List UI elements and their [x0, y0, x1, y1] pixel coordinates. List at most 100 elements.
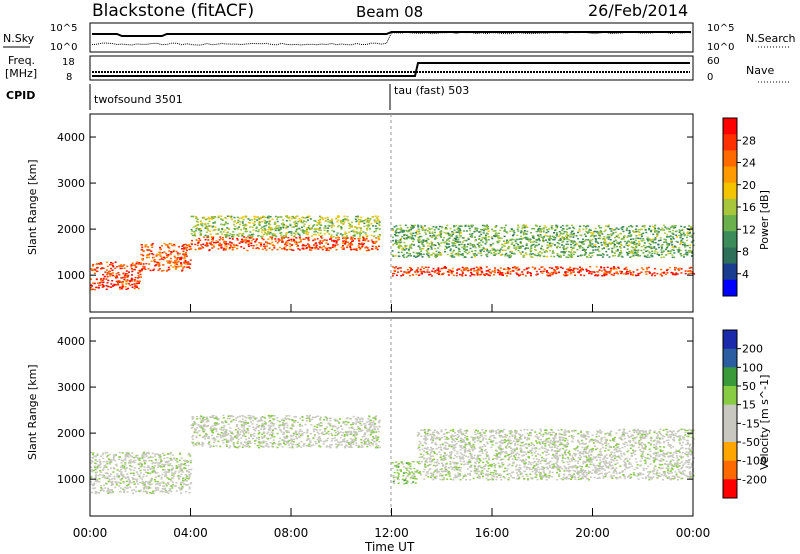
power-cell: [326, 248, 329, 251]
power-cell: [446, 239, 449, 241]
velocity-cell: [261, 426, 264, 428]
power-cell: [480, 239, 483, 242]
velocity-cell: [241, 446, 244, 448]
velocity-cell: [361, 418, 364, 420]
power-cell: [167, 254, 170, 256]
power-cell: [669, 235, 672, 237]
power-cell: [671, 249, 674, 251]
power-cell: [394, 255, 397, 257]
power-cell: [461, 237, 464, 239]
power-cell: [411, 234, 414, 237]
power-cell: [501, 273, 503, 275]
power-cell: [476, 273, 479, 275]
power-cell: [125, 288, 128, 290]
power-cell: [581, 254, 584, 257]
velocity-cell: [300, 434, 302, 437]
power-cell: [298, 241, 301, 243]
velocity-data-layer: [90, 414, 695, 495]
power-cell: [506, 275, 509, 277]
power-cell: [497, 249, 499, 251]
power-cell: [529, 272, 532, 274]
power-cell: [559, 246, 561, 249]
velocity-cell: [134, 459, 137, 462]
velocity-cell: [176, 466, 179, 468]
power-cell: [220, 247, 223, 249]
power-ytick-label-1: 2000: [57, 223, 85, 236]
power-cell: [433, 235, 435, 238]
velocity-cell: [149, 487, 152, 489]
velocity-cell: [292, 432, 295, 435]
velocity-cell: [138, 459, 141, 461]
power-cell: [618, 254, 621, 256]
power-cell: [368, 219, 371, 222]
power-cell: [93, 282, 96, 285]
power-cell: [207, 222, 210, 225]
power-cell: [220, 218, 223, 220]
power-cell: [601, 248, 604, 250]
power-cell: [522, 231, 525, 233]
power-cell: [689, 226, 692, 228]
power-cell: [669, 266, 671, 269]
power-cell: [303, 238, 306, 240]
velocity-cell: [305, 439, 308, 442]
power-cell: [563, 238, 566, 241]
power-cell: [485, 225, 488, 227]
velocity-cell: [160, 460, 163, 462]
power-cell: [365, 236, 368, 238]
power-cell: [553, 255, 556, 258]
power-cell: [307, 215, 310, 218]
power-cell: [637, 249, 640, 251]
velocity-cell: [161, 488, 164, 490]
velocity-cell: [108, 479, 111, 481]
power-cell: [600, 244, 603, 246]
power-cell: [552, 272, 555, 274]
velocity-cell: [351, 438, 354, 441]
velocity-cell: [189, 455, 192, 457]
power-cell: [668, 236, 671, 238]
velocity-cell: [234, 429, 237, 431]
power-cell: [485, 270, 488, 272]
velocity-cell: [168, 478, 170, 480]
power-cell: [675, 230, 678, 233]
velocity-cell: [291, 446, 294, 448]
power-cell: [570, 272, 573, 274]
power-cell: [504, 272, 507, 275]
velocity-cell: [102, 461, 105, 463]
power-cell: [348, 243, 351, 245]
velocity-cell: [130, 481, 133, 484]
velocity-cell: [364, 426, 367, 429]
power-cell: [576, 248, 579, 251]
velocity-cell: [350, 446, 353, 449]
power-cell: [672, 233, 675, 236]
power-cell: [368, 220, 371, 223]
power-cell: [246, 230, 249, 233]
power-cell: [683, 256, 685, 258]
power-cell: [281, 238, 283, 240]
power-cell: [332, 236, 335, 238]
power-cell: [626, 227, 628, 229]
velocity-cell: [91, 471, 94, 473]
power-cell: [659, 229, 662, 231]
power-cell: [375, 228, 378, 230]
power-cell: [440, 236, 443, 238]
power-cell: [489, 250, 492, 252]
velocity-cell: [189, 461, 192, 464]
power-cell: [344, 237, 347, 239]
velocity-cell: [165, 483, 168, 485]
power-cell: [567, 251, 570, 253]
power-cell: [524, 236, 527, 239]
power-cell: [105, 261, 108, 263]
power-cell: [350, 242, 352, 244]
power-cell: [320, 216, 323, 219]
power-cell: [511, 250, 514, 253]
power-cell: [505, 252, 508, 255]
power-cell: [585, 270, 588, 272]
power-cell: [594, 238, 597, 240]
velocity-cell: [159, 465, 162, 467]
power-cell: [516, 273, 519, 276]
power-cell: [294, 217, 297, 219]
power-cell: [525, 244, 528, 246]
power-cell: [163, 256, 166, 259]
power-cell: [688, 232, 691, 235]
beam-title: Beam 08: [356, 3, 423, 21]
